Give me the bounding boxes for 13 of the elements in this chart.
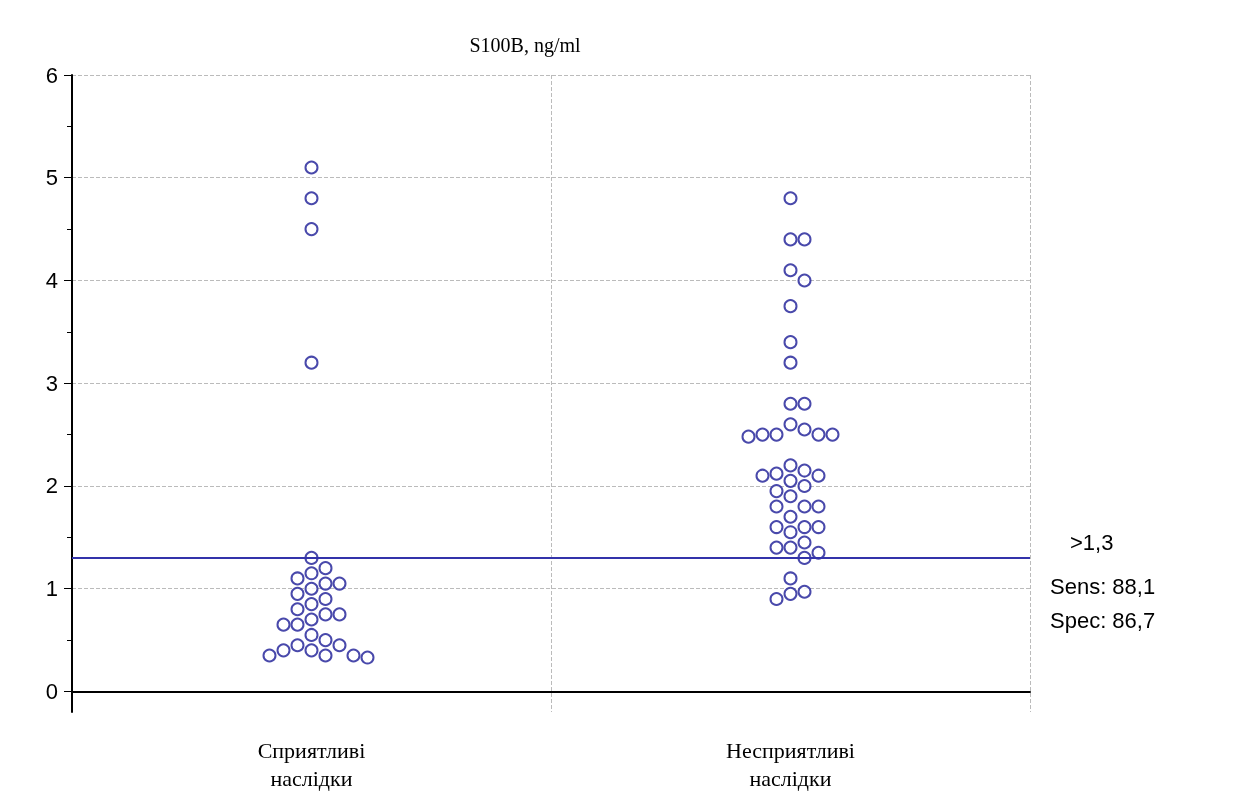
- y-tick-label: 5: [45, 165, 58, 191]
- x-tick-label: Несприятливі наслідки: [726, 737, 855, 791]
- y-tick-label: 4: [45, 267, 58, 293]
- y-tick-label: 6: [45, 62, 58, 88]
- text: Sens: 88,1: [1050, 573, 1156, 599]
- y-tick-label: 3: [45, 370, 58, 396]
- chart-title: S100B, ng/ml: [469, 34, 582, 57]
- x-tick-label: Сприятливі наслідки: [257, 737, 366, 791]
- ref-line-label: >1,3: [1070, 530, 1114, 556]
- y-tick-label: 1: [45, 576, 58, 602]
- y-tick-label: 2: [45, 473, 58, 499]
- y-tick-label: 0: [45, 678, 58, 704]
- text: Spec: 86,7: [1050, 607, 1156, 633]
